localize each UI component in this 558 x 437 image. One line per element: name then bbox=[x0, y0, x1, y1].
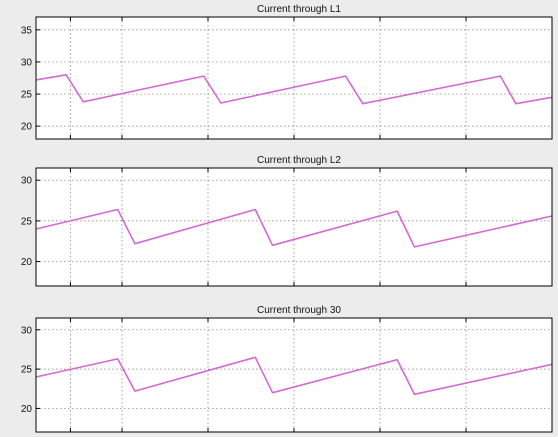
y-tick-label: 25 bbox=[21, 216, 33, 227]
series-line bbox=[35, 74, 553, 105]
plot-title-2: Current through L2 bbox=[257, 155, 341, 166]
subplot-1: 20 25 30 35 Current through L1 bbox=[21, 4, 553, 140]
axes-frame-1 bbox=[35, 16, 553, 140]
y-tick-label: 30 bbox=[21, 325, 33, 336]
y-tick-label: 20 bbox=[21, 122, 33, 133]
y-tick-label: 20 bbox=[21, 404, 33, 415]
axes-frame-2 bbox=[35, 167, 553, 287]
plot-title-1: Current through L1 bbox=[257, 4, 341, 15]
y-tick-label: 30 bbox=[21, 176, 33, 187]
y-tick-label: 20 bbox=[21, 257, 33, 268]
plot-title-3: Current through 30 bbox=[257, 305, 341, 316]
axes-frame-3 bbox=[35, 317, 553, 433]
y-tick-label: 25 bbox=[21, 90, 33, 101]
series-line bbox=[35, 208, 553, 248]
subplot-2: 20 25 30 Current through L2 bbox=[21, 155, 553, 287]
series-line bbox=[35, 356, 553, 396]
axes-area-2 bbox=[36, 168, 552, 286]
y-tick-label: 30 bbox=[21, 57, 33, 68]
y-tick-label: 35 bbox=[21, 25, 33, 36]
subplot-3: 20 25 30 Current through 30 bbox=[21, 305, 553, 433]
y-tick-label: 25 bbox=[21, 365, 33, 376]
